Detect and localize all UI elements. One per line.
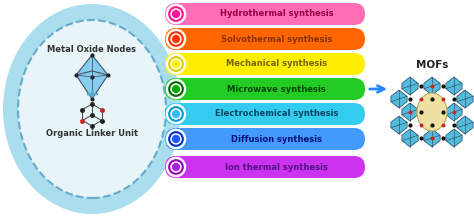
- Circle shape: [167, 81, 184, 98]
- Circle shape: [170, 108, 182, 120]
- Circle shape: [166, 129, 186, 149]
- Polygon shape: [76, 71, 108, 99]
- Circle shape: [172, 10, 180, 18]
- Text: +: +: [84, 86, 100, 104]
- Text: Metal Oxide Nodes: Metal Oxide Nodes: [47, 44, 137, 54]
- Circle shape: [172, 60, 180, 68]
- Circle shape: [167, 55, 184, 72]
- Polygon shape: [391, 116, 407, 134]
- FancyBboxPatch shape: [165, 3, 365, 25]
- Circle shape: [170, 133, 182, 145]
- Ellipse shape: [417, 93, 447, 131]
- Text: Diffusion synthesis: Diffusion synthesis: [231, 135, 322, 143]
- Text: Electrochemical synthesis: Electrochemical synthesis: [215, 110, 338, 118]
- Circle shape: [170, 33, 182, 45]
- Polygon shape: [446, 129, 462, 147]
- Polygon shape: [457, 116, 473, 134]
- FancyBboxPatch shape: [165, 128, 365, 150]
- FancyBboxPatch shape: [165, 53, 365, 75]
- Ellipse shape: [3, 4, 181, 214]
- FancyBboxPatch shape: [165, 156, 365, 178]
- Text: MOFs: MOFs: [416, 60, 448, 70]
- Circle shape: [166, 157, 186, 177]
- Polygon shape: [446, 77, 462, 95]
- Circle shape: [172, 85, 180, 93]
- Circle shape: [167, 158, 184, 176]
- Circle shape: [166, 79, 186, 99]
- Circle shape: [167, 105, 184, 123]
- Text: Hydrothermal synthesis: Hydrothermal synthesis: [220, 10, 333, 18]
- Circle shape: [167, 5, 184, 23]
- Circle shape: [172, 135, 180, 143]
- Circle shape: [172, 110, 180, 118]
- Circle shape: [172, 35, 180, 43]
- Polygon shape: [402, 77, 418, 95]
- FancyBboxPatch shape: [165, 78, 365, 100]
- Text: Microwave synthesis: Microwave synthesis: [227, 84, 326, 94]
- Polygon shape: [76, 55, 108, 83]
- Circle shape: [170, 58, 182, 70]
- Polygon shape: [402, 129, 418, 147]
- Circle shape: [166, 104, 186, 124]
- Ellipse shape: [18, 20, 166, 198]
- Text: Mechanical synthesis: Mechanical synthesis: [226, 59, 327, 69]
- Text: Solvothermal synthesis: Solvothermal synthesis: [221, 35, 332, 43]
- Circle shape: [166, 54, 186, 74]
- FancyBboxPatch shape: [165, 28, 365, 50]
- Circle shape: [166, 4, 186, 24]
- Circle shape: [167, 30, 184, 48]
- Circle shape: [170, 83, 182, 95]
- Polygon shape: [457, 90, 473, 108]
- Circle shape: [170, 8, 182, 20]
- Polygon shape: [424, 129, 440, 147]
- FancyBboxPatch shape: [165, 103, 365, 125]
- Polygon shape: [391, 90, 407, 108]
- Polygon shape: [402, 103, 418, 121]
- Circle shape: [167, 130, 184, 148]
- Polygon shape: [424, 77, 440, 95]
- Polygon shape: [424, 103, 440, 121]
- Text: Ion thermal synthesis: Ion thermal synthesis: [225, 163, 328, 171]
- Circle shape: [172, 163, 180, 171]
- Polygon shape: [446, 103, 462, 121]
- Circle shape: [170, 161, 182, 173]
- Text: Organic Linker Unit: Organic Linker Unit: [46, 128, 138, 138]
- Circle shape: [166, 29, 186, 49]
